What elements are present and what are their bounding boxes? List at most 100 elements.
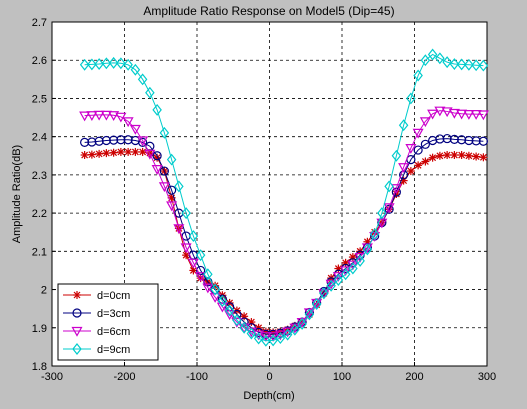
data-point: [376, 218, 388, 229]
data-point: [158, 182, 170, 193]
data-point: [471, 59, 481, 72]
y-axis-label: Amplitude Ratio(dB): [11, 145, 23, 243]
data-point: [442, 56, 452, 69]
data-point: [377, 207, 387, 220]
legend-item: d=6cm: [63, 326, 130, 338]
data-point: [116, 135, 126, 145]
y-tick-label: 1.8: [32, 361, 47, 373]
data-point: [442, 133, 452, 144]
data-point: [102, 149, 111, 158]
data-point: [100, 110, 112, 121]
data-point: [420, 139, 430, 149]
data-point: [101, 135, 111, 146]
legend-marker: [73, 291, 81, 299]
data-point: [210, 283, 220, 296]
x-tick-label: -300: [41, 371, 63, 383]
data-point: [94, 58, 104, 71]
data-point: [391, 149, 402, 162]
data-point: [318, 289, 330, 300]
data-point: [434, 106, 446, 117]
x-axis-label: Depth(cm): [243, 390, 294, 402]
legend-label: d=0cm: [97, 290, 130, 302]
data-point: [108, 111, 120, 121]
data-point: [137, 136, 149, 147]
data-point: [406, 92, 416, 105]
data-point: [94, 136, 104, 146]
data-point: [174, 180, 184, 193]
data-point: [297, 317, 307, 330]
legend-marker: [71, 326, 83, 337]
data-point: [464, 151, 473, 160]
x-tick-label: -100: [186, 371, 208, 383]
data-point: [95, 149, 104, 158]
data-point: [463, 110, 475, 120]
data-point: [166, 201, 178, 212]
data-point: [79, 58, 90, 71]
data-point: [304, 308, 315, 321]
data-point: [435, 52, 445, 65]
data-point: [326, 279, 336, 292]
y-tick-label: 2: [41, 285, 47, 297]
data-point: [470, 110, 482, 120]
data-point: [464, 58, 474, 71]
data-point: [412, 128, 424, 139]
data-point: [253, 332, 264, 345]
data-point: [450, 151, 459, 160]
data-point: [152, 103, 162, 116]
data-point: [449, 58, 460, 71]
data-point: [340, 268, 351, 281]
data-point: [138, 147, 147, 156]
data-point: [188, 230, 199, 243]
series-d=9cm: [79, 48, 489, 347]
y-tick-label: 2.1: [32, 246, 47, 258]
data-point: [87, 58, 97, 71]
data-point: [347, 260, 359, 271]
data-point: [79, 111, 91, 122]
data-point: [116, 57, 126, 70]
data-point: [151, 165, 163, 175]
data-point: [131, 147, 140, 156]
x-tick-label: 300: [478, 371, 496, 383]
data-point: [478, 59, 489, 72]
data-point: [355, 254, 365, 267]
data-point: [202, 283, 214, 294]
legend-label: d=6cm: [97, 326, 130, 338]
x-tick-label: 200: [405, 371, 423, 383]
x-tick-label: 0: [266, 371, 272, 383]
data-point: [348, 262, 358, 275]
data-point: [405, 144, 417, 154]
data-point: [362, 243, 373, 256]
data-point: [159, 126, 170, 139]
data-point: [260, 332, 272, 342]
data-point: [87, 137, 97, 147]
data-point: [311, 298, 322, 311]
data-point: [195, 249, 206, 262]
data-point: [457, 151, 466, 160]
data-point: [224, 304, 235, 317]
y-tick-label: 2.3: [32, 170, 47, 182]
x-tick-label: 100: [333, 371, 351, 383]
data-point: [137, 73, 148, 86]
data-point: [435, 134, 445, 144]
data-point: [340, 266, 352, 277]
data-point: [261, 334, 271, 347]
data-point: [369, 228, 380, 241]
data-point: [138, 137, 148, 147]
y-tick-label: 2.7: [32, 17, 47, 29]
data-point: [428, 153, 437, 162]
data-point: [108, 56, 119, 69]
data-point: [144, 149, 156, 160]
data-point: [109, 135, 119, 145]
data-point: [180, 243, 192, 254]
data-point: [290, 323, 300, 336]
legend: d=0cm d=3cm d=6cm d=9cm: [57, 283, 159, 361]
data-point: [87, 150, 96, 159]
chart-title: Amplitude Ratio Response on Model5 (Dip=…: [143, 4, 394, 18]
data-point: [80, 151, 89, 160]
data-point: [275, 332, 286, 345]
data-point: [239, 317, 249, 327]
data-point: [384, 180, 394, 193]
data-point: [427, 109, 439, 120]
data-point: [398, 163, 410, 173]
